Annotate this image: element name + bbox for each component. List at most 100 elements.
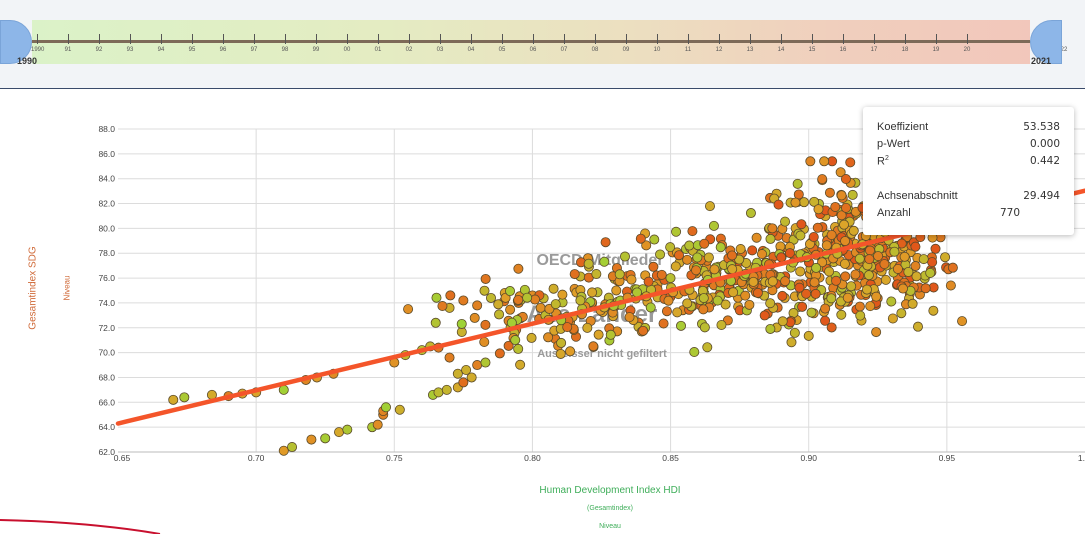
data-point[interactable] [946,281,955,290]
data-point[interactable] [481,274,490,283]
data-point[interactable] [473,360,482,369]
data-point[interactable] [827,230,836,239]
data-point[interactable] [514,295,523,304]
data-point[interactable] [831,276,840,285]
data-point[interactable] [480,337,489,346]
data-point[interactable] [749,277,758,286]
data-point[interactable] [671,262,680,271]
data-point[interactable] [940,253,949,262]
data-point[interactable] [881,275,890,284]
data-point[interactable] [625,313,634,322]
data-point[interactable] [790,328,799,337]
data-point[interactable] [453,369,462,378]
data-point[interactable] [673,308,682,317]
data-point[interactable] [822,241,831,250]
data-point[interactable] [753,288,762,297]
data-point[interactable] [837,310,846,319]
data-point[interactable] [798,302,807,311]
data-point[interactable] [872,292,881,301]
data-point[interactable] [843,293,852,302]
data-point[interactable] [796,231,805,240]
data-point[interactable] [736,244,745,253]
data-point[interactable] [683,255,692,264]
data-point[interactable] [872,327,881,336]
data-point[interactable] [639,326,648,335]
data-point[interactable] [897,309,906,318]
data-point[interactable] [511,335,520,344]
data-point[interactable] [615,270,624,279]
data-point[interactable] [804,331,813,340]
data-point[interactable] [659,319,668,328]
data-point[interactable] [700,239,709,248]
data-point[interactable] [825,188,834,197]
data-point[interactable] [806,157,815,166]
data-point[interactable] [589,342,598,351]
data-point[interactable] [799,198,808,207]
data-point[interactable] [180,393,189,402]
data-point[interactable] [438,301,447,310]
data-point[interactable] [570,269,579,278]
data-point[interactable] [459,378,468,387]
data-point[interactable] [551,300,560,309]
data-point[interactable] [741,291,750,300]
data-point[interactable] [898,284,907,293]
data-point[interactable] [820,316,829,325]
data-point[interactable] [890,247,899,256]
data-point[interactable] [486,293,495,302]
data-point[interactable] [432,293,441,302]
data-point[interactable] [650,235,659,244]
data-point[interactable] [442,385,451,394]
data-point[interactable] [855,254,864,263]
data-point[interactable] [746,208,755,217]
data-point[interactable] [785,249,794,258]
data-point[interactable] [921,284,930,293]
data-point[interactable] [841,203,850,212]
data-point[interactable] [584,259,593,268]
data-point[interactable] [856,311,865,320]
data-point[interactable] [766,299,775,308]
data-point[interactable] [334,428,343,437]
data-point[interactable] [837,191,846,200]
data-point[interactable] [690,347,699,356]
data-point[interactable] [926,268,935,277]
data-point[interactable] [778,317,787,326]
data-point[interactable] [457,319,466,328]
data-point[interactable] [797,220,806,229]
data-point[interactable] [709,221,718,230]
data-point[interactable] [655,250,664,259]
data-point[interactable] [873,252,882,261]
data-point[interactable] [279,446,288,455]
data-point[interactable] [169,395,178,404]
data-point[interactable] [757,249,766,258]
data-point[interactable] [766,324,775,333]
data-point[interactable] [481,320,490,329]
data-point[interactable] [594,330,603,339]
data-point[interactable] [812,263,821,272]
data-point[interactable] [780,217,789,226]
data-point[interactable] [563,323,572,332]
data-point[interactable] [666,273,675,282]
data-point[interactable] [912,272,921,281]
data-point[interactable] [536,303,545,312]
data-point[interactable] [748,246,757,255]
data-point[interactable] [691,266,700,275]
data-point[interactable] [381,403,390,412]
data-point[interactable] [576,296,585,305]
data-point[interactable] [671,227,680,236]
data-point[interactable] [287,442,296,451]
data-point[interactable] [780,277,789,286]
data-point[interactable] [811,289,820,298]
data-point[interactable] [848,190,857,199]
data-point[interactable] [514,344,523,353]
data-point[interactable] [827,294,836,303]
data-point[interactable] [494,310,503,319]
data-point[interactable] [768,277,777,286]
data-point[interactable] [777,253,786,262]
data-point[interactable] [556,349,565,358]
data-point[interactable] [862,285,871,294]
data-point[interactable] [505,286,514,295]
data-point[interactable] [841,272,850,281]
data-point[interactable] [913,322,922,331]
data-point[interactable] [481,358,490,367]
data-point[interactable] [729,288,738,297]
